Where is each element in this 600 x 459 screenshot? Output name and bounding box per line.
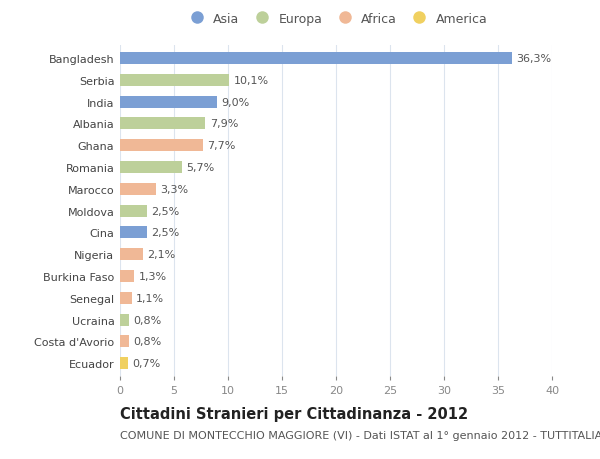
Bar bbox=[120, 184, 155, 196]
Bar bbox=[120, 75, 229, 87]
Text: 5,7%: 5,7% bbox=[186, 162, 214, 173]
Text: 2,5%: 2,5% bbox=[151, 206, 179, 216]
Bar bbox=[120, 140, 203, 152]
Text: 7,9%: 7,9% bbox=[209, 119, 238, 129]
Text: 3,3%: 3,3% bbox=[160, 185, 188, 195]
Bar bbox=[120, 314, 128, 326]
Text: 7,7%: 7,7% bbox=[208, 141, 236, 151]
Text: 1,3%: 1,3% bbox=[139, 271, 166, 281]
Text: 0,8%: 0,8% bbox=[133, 336, 161, 347]
Bar bbox=[120, 292, 132, 304]
Bar bbox=[120, 336, 128, 347]
Text: 9,0%: 9,0% bbox=[221, 97, 250, 107]
Legend: Asia, Europa, Africa, America: Asia, Europa, Africa, America bbox=[185, 12, 487, 25]
Text: Cittadini Stranieri per Cittadinanza - 2012: Cittadini Stranieri per Cittadinanza - 2… bbox=[120, 406, 468, 421]
Bar bbox=[120, 358, 128, 369]
Text: 2,1%: 2,1% bbox=[147, 250, 175, 260]
Text: 10,1%: 10,1% bbox=[233, 76, 269, 86]
Bar bbox=[120, 118, 205, 130]
Bar bbox=[120, 270, 134, 282]
Text: 0,8%: 0,8% bbox=[133, 315, 161, 325]
Bar bbox=[120, 249, 143, 261]
Text: 1,1%: 1,1% bbox=[136, 293, 164, 303]
Bar bbox=[120, 205, 147, 217]
Bar bbox=[120, 96, 217, 108]
Bar bbox=[120, 162, 182, 174]
Text: COMUNE DI MONTECCHIO MAGGIORE (VI) - Dati ISTAT al 1° gennaio 2012 - TUTTITALIA.: COMUNE DI MONTECCHIO MAGGIORE (VI) - Dat… bbox=[120, 430, 600, 440]
Text: 36,3%: 36,3% bbox=[517, 54, 551, 64]
Bar bbox=[120, 53, 512, 65]
Text: 2,5%: 2,5% bbox=[151, 228, 179, 238]
Bar bbox=[120, 227, 147, 239]
Text: 0,7%: 0,7% bbox=[132, 358, 160, 368]
